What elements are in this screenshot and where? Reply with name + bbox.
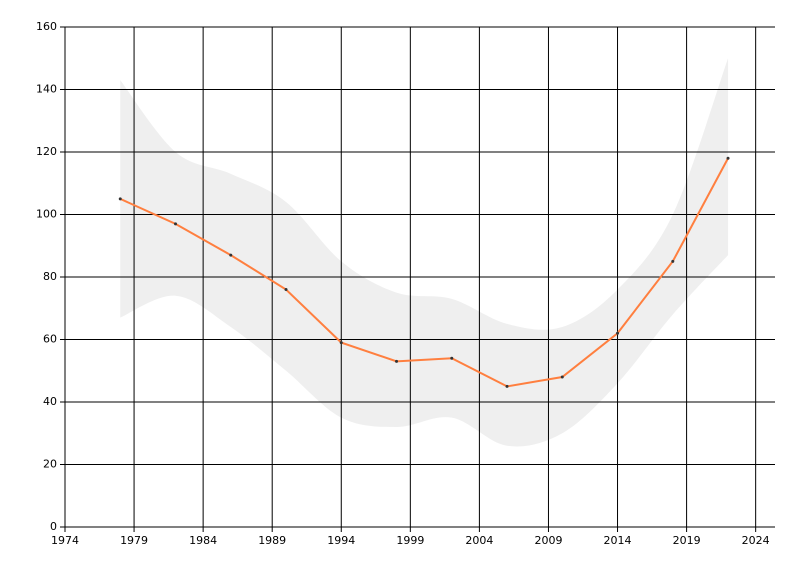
- y-tick-label: 100: [36, 208, 57, 221]
- x-tick-label: 1989: [258, 534, 286, 547]
- y-tick-label: 20: [43, 458, 57, 471]
- confidence-band: [120, 58, 729, 447]
- x-tick-label: 2019: [673, 534, 701, 547]
- point: [284, 288, 288, 291]
- point: [671, 259, 675, 263]
- point: [726, 156, 730, 160]
- point: [395, 359, 399, 363]
- y-tick-label: 60: [43, 333, 57, 346]
- x-tick-label: 2024: [742, 534, 770, 547]
- x-tick-label: 1974: [51, 534, 79, 547]
- point: [616, 331, 620, 335]
- line: [119, 157, 729, 388]
- x-tick-label: 2014: [604, 534, 632, 547]
- point: [450, 356, 454, 360]
- x-tick-label: 1979: [120, 534, 148, 547]
- y-tick-label: 140: [36, 83, 57, 96]
- point: [118, 197, 122, 201]
- x-tick-label: 1999: [396, 534, 424, 547]
- y-tick-label: 40: [43, 395, 57, 408]
- x-tick-label: 2004: [465, 534, 493, 547]
- point: [174, 222, 178, 226]
- x-tick-label: 2009: [534, 534, 562, 547]
- x-tick-label: 1984: [189, 534, 217, 547]
- y-tick-label: 120: [36, 145, 57, 158]
- y-tick-label: 160: [36, 20, 57, 33]
- x-tick-label: 1994: [327, 534, 355, 547]
- y-tick-label: 80: [43, 270, 57, 283]
- y-tick-label: 0: [50, 520, 57, 533]
- point: [560, 375, 564, 379]
- point: [505, 384, 509, 388]
- point: [339, 341, 343, 345]
- point: [229, 253, 233, 257]
